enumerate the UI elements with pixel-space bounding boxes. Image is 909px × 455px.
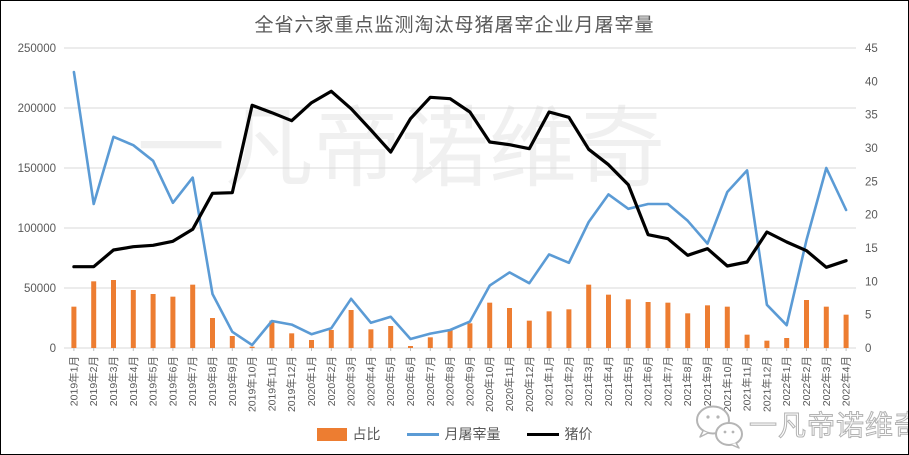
svg-text:2019年8月: 2019年8月	[206, 356, 219, 406]
bar-swatch-icon	[316, 427, 347, 441]
svg-text:5: 5	[865, 310, 871, 322]
svg-text:2019年9月: 2019年9月	[226, 356, 239, 406]
legend: 占比 月屠宰量 猪价	[1, 424, 908, 444]
svg-text:2019年11月: 2019年11月	[265, 356, 278, 411]
svg-text:2021年1月: 2021年1月	[543, 356, 556, 406]
chart-title: 全省六家重点监测淘汰母猪屠宰企业月屠宰量	[254, 15, 655, 36]
svg-text:15: 15	[865, 243, 878, 255]
svg-text:10: 10	[865, 276, 878, 288]
footer-watermark: 一凡帝诺维奇	[693, 401, 909, 451]
footer-watermark-text: 一凡帝诺维奇	[748, 410, 909, 441]
svg-text:30: 30	[865, 143, 878, 155]
svg-text:2019年1月: 2019年1月	[67, 356, 80, 406]
svg-text:2020年10月: 2020年10月	[483, 356, 496, 412]
svg-text:200000: 200000	[18, 103, 56, 115]
svg-text:2022年1月: 2022年1月	[780, 356, 793, 406]
svg-text:250000: 250000	[18, 43, 56, 55]
svg-text:2020年6月: 2020年6月	[404, 356, 417, 406]
line-swatch-icon	[526, 432, 559, 436]
line-swatch-icon	[406, 432, 439, 436]
svg-text:2019年12月: 2019年12月	[285, 356, 298, 412]
legend-item-slaughter: 月屠宰量	[406, 424, 501, 444]
svg-text:2019年6月: 2019年6月	[166, 356, 179, 406]
svg-text:2020年4月: 2020年4月	[364, 356, 377, 406]
svg-text:2019年3月: 2019年3月	[107, 356, 120, 406]
right-axis-labels: 0 5 10 15 20 25 30 35 40 45	[865, 43, 878, 355]
svg-text:50000: 50000	[24, 283, 56, 295]
svg-text:2020年3月: 2020年3月	[345, 356, 358, 406]
svg-text:2019年10月: 2019年10月	[246, 356, 259, 412]
svg-text:150000: 150000	[18, 163, 56, 175]
left-axis-labels: 0 50000 100000 150000 200000 250000	[18, 43, 56, 355]
svg-text:100000: 100000	[18, 223, 56, 235]
svg-text:2020年7月: 2020年7月	[424, 356, 437, 406]
legend-item-share: 占比	[316, 424, 381, 444]
svg-text:2021年12月: 2021年12月	[760, 356, 773, 412]
legend-label-slaughter: 月屠宰量	[444, 426, 501, 442]
svg-text:45: 45	[865, 43, 878, 55]
svg-text:2021年3月: 2021年3月	[582, 356, 595, 406]
line-series	[72, 89, 848, 269]
bar-series	[71, 280, 849, 348]
svg-text:2019年2月: 2019年2月	[87, 356, 100, 406]
svg-text:2019年5月: 2019年5月	[147, 356, 160, 406]
svg-text:2020年12月: 2020年12月	[523, 356, 536, 412]
svg-text:2019年4月: 2019年4月	[127, 356, 140, 406]
line-series	[72, 70, 848, 347]
svg-text:2021年11月: 2021年11月	[741, 356, 754, 411]
svg-text:2021年6月: 2021年6月	[642, 356, 655, 406]
svg-text:2021年8月: 2021年8月	[681, 356, 694, 406]
svg-text:2022年3月: 2022年3月	[820, 356, 833, 406]
center-watermark: 一凡帝诺维奇	[137, 99, 666, 198]
gridlines	[64, 47, 856, 349]
wechat-icon	[696, 405, 743, 449]
svg-text:2021年2月: 2021年2月	[562, 356, 575, 406]
svg-text:2022年2月: 2022年2月	[800, 356, 813, 406]
svg-text:2022年4月: 2022年4月	[840, 356, 853, 406]
svg-text:2020年9月: 2020年9月	[463, 356, 476, 406]
svg-text:2019年7月: 2019年7月	[186, 356, 199, 406]
svg-text:2021年5月: 2021年5月	[622, 356, 635, 406]
svg-text:2021年4月: 2021年4月	[602, 356, 615, 406]
svg-text:0: 0	[865, 343, 871, 355]
svg-text:25: 25	[865, 176, 878, 188]
legend-label-price: 猪价	[564, 426, 593, 442]
svg-text:2021年9月: 2021年9月	[701, 356, 714, 406]
svg-text:2020年11月: 2020年11月	[503, 356, 516, 411]
svg-text:2020年5月: 2020年5月	[384, 356, 397, 406]
x-axis-ticks	[73, 348, 847, 351]
svg-text:40: 40	[865, 76, 878, 88]
svg-text:2020年2月: 2020年2月	[325, 356, 338, 406]
svg-text:2021年7月: 2021年7月	[661, 356, 674, 406]
svg-text:20: 20	[865, 210, 878, 222]
x-axis-labels: 2019年1月 2019年2月 2019年3月 2019年4月 2019年5月 2019年…	[67, 356, 852, 412]
svg-text:2021年10月: 2021年10月	[721, 356, 734, 412]
svg-text:0: 0	[50, 343, 56, 355]
svg-text:35: 35	[865, 110, 878, 122]
svg-text:2020年8月: 2020年8月	[444, 356, 457, 406]
svg-text:2020年1月: 2020年1月	[305, 356, 318, 406]
legend-label-share: 占比	[352, 426, 381, 442]
legend-item-price: 猪价	[526, 424, 593, 444]
